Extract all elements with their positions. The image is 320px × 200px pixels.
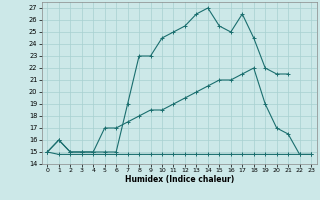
X-axis label: Humidex (Indice chaleur): Humidex (Indice chaleur) bbox=[124, 175, 234, 184]
